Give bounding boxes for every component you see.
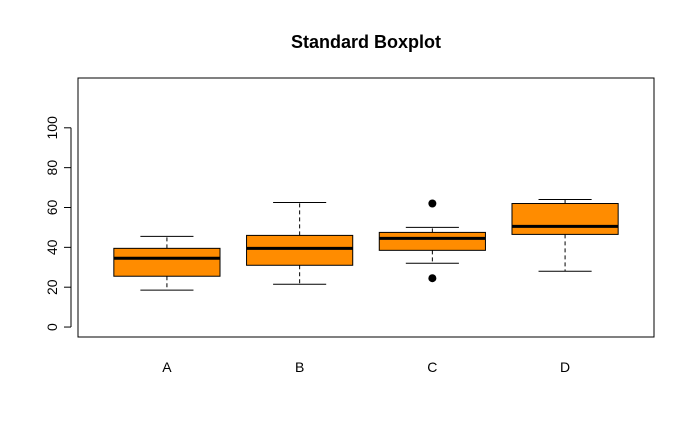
iqr-box [511,203,619,235]
boxes-group [113,199,619,291]
y-tick-label: 100 [44,116,60,140]
outlier-point [428,274,437,283]
box-d [511,199,619,272]
iqr-box [378,231,486,251]
box-b [246,202,354,285]
y-tick-label: 0 [44,323,60,331]
y-tick-label: 20 [44,279,60,295]
box-c [378,199,486,283]
x-tick-label: D [560,359,570,375]
x-axis: A B C D [162,359,570,375]
iqr-box [246,234,354,266]
plot-frame [77,77,655,338]
x-tick-label: B [295,359,304,375]
chart-title: Standard Boxplot [291,32,441,52]
y-tick-label: 80 [44,160,60,176]
box-a [113,235,221,291]
outlier-point [428,199,437,208]
y-tick-label: 40 [44,239,60,255]
iqr-box [113,247,221,277]
x-tick-label: A [162,359,172,375]
y-axis: 0 20 40 60 80 100 [44,116,72,331]
x-tick-label: C [427,359,437,375]
y-tick-label: 60 [44,200,60,216]
